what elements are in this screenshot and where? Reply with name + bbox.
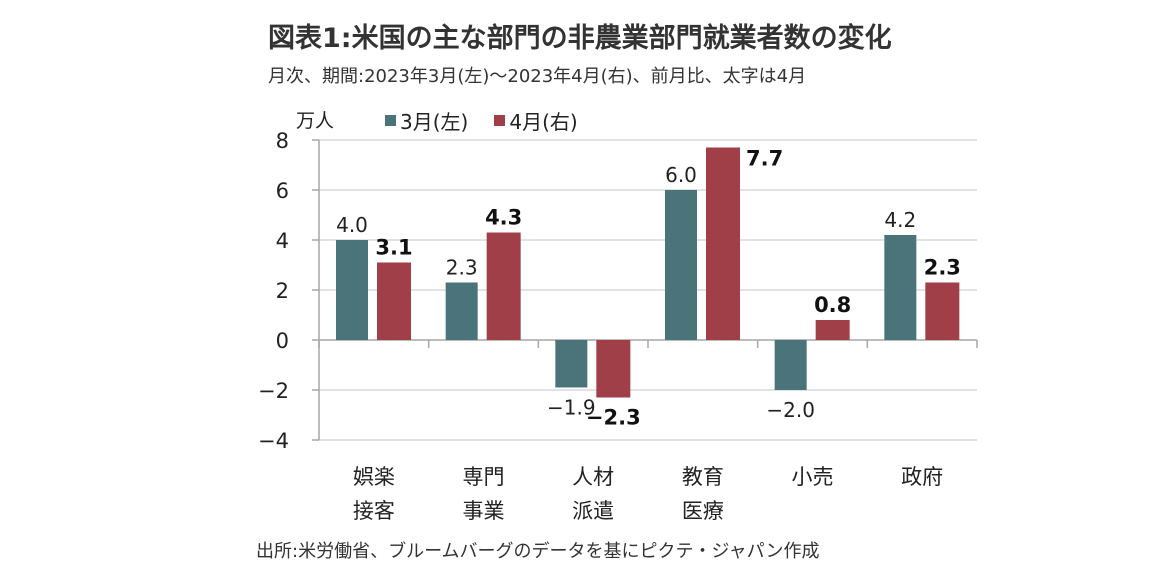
y-tick-label: 8 <box>276 129 289 153</box>
category-label: 教育 <box>682 465 724 489</box>
data-label-april: 2.3 <box>924 256 961 280</box>
data-label-march: −1.9 <box>547 396 596 420</box>
data-label-march: 4.0 <box>336 213 368 237</box>
category-label: 小売 <box>792 465 834 489</box>
chart-title: 図表1:米国の主な部門の非農業部門就業者数の変化 <box>268 23 892 54</box>
data-label-april: 4.3 <box>485 206 522 230</box>
bar-april <box>925 282 960 340</box>
category-label: 娯楽 <box>353 465 395 489</box>
y-tick-label: 6 <box>276 179 289 203</box>
bar-april <box>706 147 740 340</box>
legend-item-april: 4月(右) <box>494 106 578 135</box>
legend-swatch-april <box>494 115 506 126</box>
category-label: 医療 <box>682 499 724 523</box>
data-label-april: 0.8 <box>814 293 851 317</box>
category-label: 専門 <box>463 465 505 489</box>
bar-april <box>596 340 631 398</box>
y-tick-label: 0 <box>276 329 289 353</box>
bar-march <box>555 340 588 388</box>
legend-swatch-march <box>385 115 396 126</box>
bar-april <box>815 320 850 340</box>
category-label: 政府 <box>901 465 943 489</box>
bar-march <box>665 190 697 340</box>
category-label: 接客 <box>353 499 395 523</box>
legend-label-april: 4月(右) <box>509 110 578 134</box>
data-label-april: −2.3 <box>586 406 641 430</box>
bar-march <box>445 282 478 340</box>
chart-subtitle: 月次、期間:2023年3月(左)〜2023年4月(右)、前月比、太字は4月 <box>268 66 807 87</box>
data-label-march: −2.0 <box>766 398 815 422</box>
y-tick-label: −2 <box>258 379 289 403</box>
legend-item-march: 3月(左) <box>385 106 468 135</box>
y-axis-unit-label: 万人 <box>296 110 335 132</box>
data-label-april: 3.1 <box>375 236 412 260</box>
category-label: 事業 <box>463 499 505 523</box>
y-tick-label: 4 <box>276 229 289 253</box>
legend: 3月(左) 4月(右) <box>385 106 578 135</box>
data-label-march: 2.3 <box>446 256 478 280</box>
bar-april <box>377 262 411 340</box>
data-label-april: 7.7 <box>746 147 783 171</box>
bar-april <box>486 232 521 340</box>
category-label: 人材 <box>572 465 614 489</box>
source-note: 出所:米労働省、ブルームバーグのデータを基にピクテ・ジャパン作成 <box>256 541 820 562</box>
y-tick-label: 2 <box>276 279 289 303</box>
data-label-march: 4.2 <box>884 208 916 232</box>
category-label: 派遣 <box>572 499 614 523</box>
legend-label-march: 3月(左) <box>400 110 469 134</box>
data-label-march: 6.0 <box>665 163 697 187</box>
bar-march <box>884 235 917 340</box>
y-tick-label: −4 <box>258 429 289 453</box>
bar-march <box>336 240 368 340</box>
bar-march <box>774 340 807 390</box>
